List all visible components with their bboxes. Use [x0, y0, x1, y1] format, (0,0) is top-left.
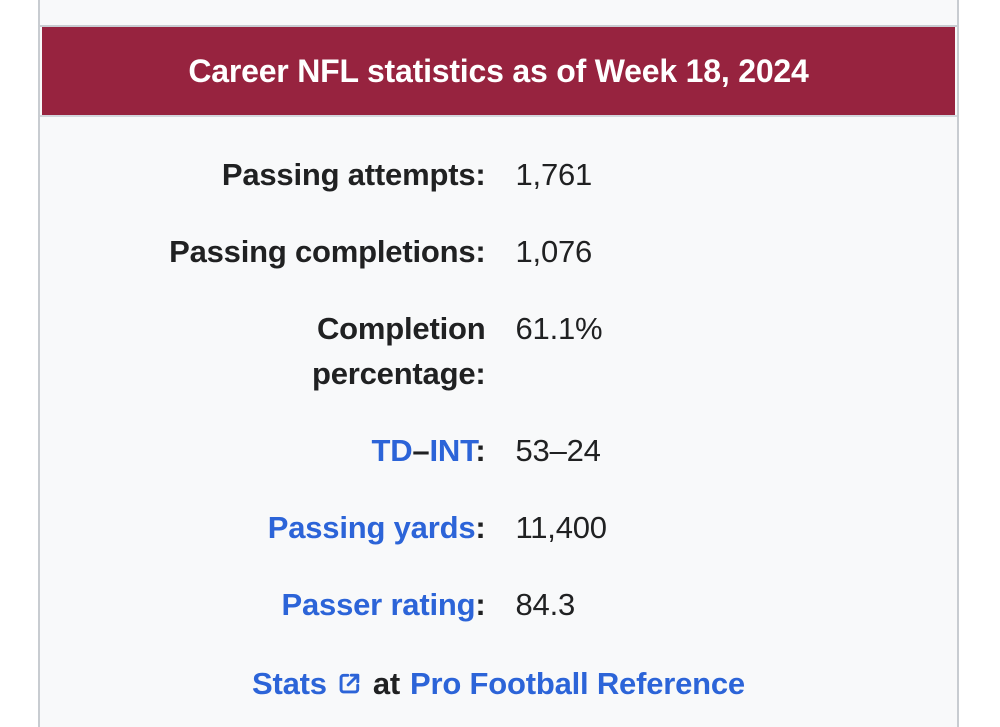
- stat-label: Passing completions:: [169, 234, 486, 269]
- stat-value: 1,076: [515, 234, 593, 269]
- stat-row-completion-percentage: Completion percentage: 61.1%: [40, 290, 957, 412]
- pro-football-reference-link[interactable]: Pro Football Reference: [410, 666, 745, 701]
- infobox-title: Career NFL statistics as of Week 18, 202…: [188, 52, 809, 89]
- divider: [40, 115, 957, 117]
- stat-label: Completion percentage:: [40, 306, 499, 396]
- label-colon: :: [475, 433, 486, 468]
- td-int-dash: –: [412, 433, 430, 468]
- infobox-card: Career NFL statistics as of Week 18, 202…: [38, 0, 959, 727]
- infobox-header: Career NFL statistics as of Week 18, 202…: [42, 27, 955, 115]
- int-link[interactable]: INT: [429, 433, 476, 468]
- stat-row-passer-rating: Passer rating: 84.3: [40, 566, 957, 643]
- stat-value: 1,761: [515, 157, 593, 192]
- stat-label: TD–INT:: [40, 428, 499, 473]
- stat-label: Passing yards:: [40, 505, 499, 550]
- stat-label: Passer rating:: [40, 582, 499, 627]
- stat-label: Passing attempts:: [221, 157, 486, 192]
- stats-table: Passing attempts: 1,761 Passing completi…: [40, 117, 957, 722]
- stat-row-passing-yards: Passing yards: 11,400: [40, 489, 957, 566]
- stat-label-line-1: Completion: [317, 311, 486, 346]
- divider: [40, 25, 957, 27]
- label-colon: :: [475, 587, 486, 622]
- stat-value: 11,400: [515, 510, 608, 545]
- stats-link[interactable]: Stats: [252, 666, 327, 701]
- stat-row-passing-attempts: Passing attempts: 1,761: [40, 136, 957, 213]
- footer-connector-text: at: [372, 666, 401, 701]
- stat-row-passing-completions: Passing completions: 1,076: [40, 213, 957, 290]
- footer-links-row: Stats at Pro Football Reference: [40, 643, 957, 722]
- label-colon: :: [475, 510, 486, 545]
- stat-label-line-2: percentage:: [311, 356, 486, 391]
- stat-value: 61.1%: [515, 311, 603, 346]
- stat-value: 84.3: [515, 587, 576, 622]
- infobox-top-spacer: [40, 0, 957, 25]
- passer-rating-link[interactable]: Passer rating: [281, 587, 476, 622]
- td-link[interactable]: TD: [371, 433, 413, 468]
- stat-value: 53–24: [515, 433, 601, 468]
- stat-row-td-int: TD–INT: 53–24: [40, 412, 957, 489]
- external-link-icon[interactable]: [336, 670, 363, 697]
- passing-yards-link[interactable]: Passing yards: [267, 510, 476, 545]
